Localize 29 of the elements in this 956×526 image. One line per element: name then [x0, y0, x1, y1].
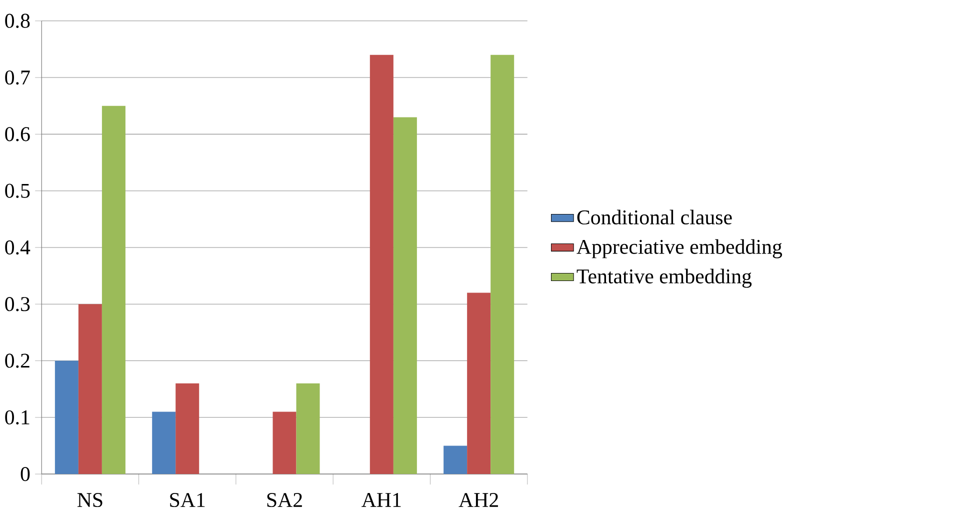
bar [444, 446, 468, 474]
x-tick-label: AH1 [362, 493, 401, 507]
y-tick-label: 0.3 [5, 297, 30, 312]
y-tick-label: 0.4 [5, 240, 30, 255]
bar [176, 383, 200, 474]
bar [272, 412, 296, 474]
bar [152, 412, 176, 474]
x-tick-label: AH2 [458, 493, 498, 507]
bar [490, 54, 514, 474]
legend-label: Tentative embedding [576, 268, 752, 288]
y-tick-label: 0 [20, 467, 30, 482]
bar [467, 292, 491, 474]
bar [393, 117, 417, 474]
y-tick-label: 0.2 [5, 354, 30, 368]
y-tick-label: 0.7 [5, 70, 30, 85]
bar [102, 106, 126, 474]
bar [370, 54, 394, 474]
y-tick-label: 0.1 [5, 410, 30, 425]
y-tick-label: 0.5 [5, 184, 30, 198]
y-tick-label: 0.8 [5, 14, 30, 28]
bar [78, 304, 102, 474]
legend-label: Conditional clause [577, 210, 732, 224]
x-tick-label: SA2 [267, 493, 302, 508]
y-tick-label: 0.6 [5, 127, 30, 142]
x-tick-label: NS [77, 493, 102, 508]
bar [296, 383, 320, 474]
x-tick-label: SA1 [170, 493, 205, 508]
bar [54, 360, 78, 474]
legend-label: Appreciative embedding [576, 239, 782, 258]
